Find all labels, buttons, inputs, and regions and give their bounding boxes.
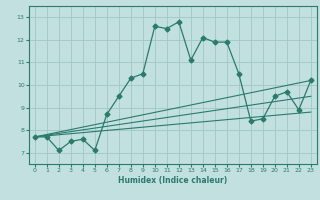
X-axis label: Humidex (Indice chaleur): Humidex (Indice chaleur) [118,176,228,185]
